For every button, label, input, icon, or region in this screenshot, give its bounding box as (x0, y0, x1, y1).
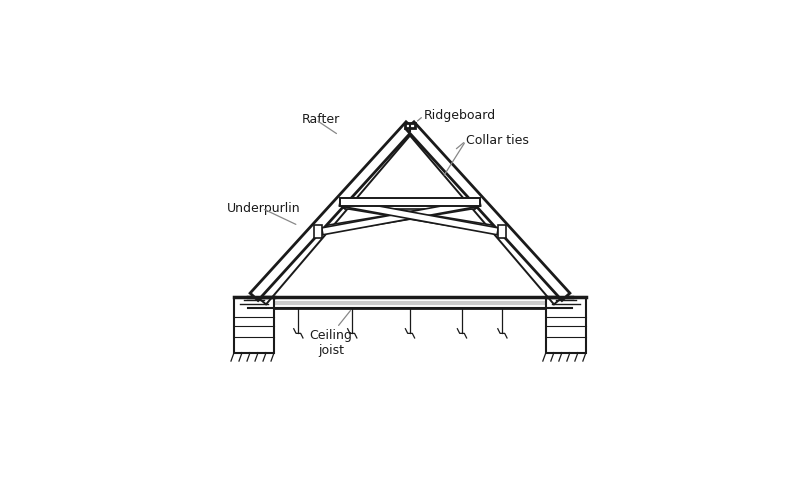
Polygon shape (340, 198, 480, 206)
Polygon shape (314, 225, 322, 238)
Polygon shape (339, 199, 498, 235)
Text: Ceiling
joist: Ceiling joist (310, 329, 353, 357)
Bar (234, 297, 274, 352)
Polygon shape (259, 126, 414, 304)
Polygon shape (313, 200, 478, 235)
Polygon shape (345, 202, 475, 209)
Polygon shape (406, 123, 414, 128)
Bar (546, 297, 586, 352)
Polygon shape (498, 225, 506, 238)
Polygon shape (406, 122, 570, 300)
Polygon shape (322, 199, 481, 235)
Polygon shape (250, 122, 414, 300)
Bar (248, 297, 572, 308)
Text: Ridgeboard: Ridgeboard (423, 110, 496, 122)
Polygon shape (406, 126, 561, 304)
Text: Underpurlin: Underpurlin (227, 202, 301, 214)
Text: Rafter: Rafter (302, 113, 341, 126)
Polygon shape (342, 200, 507, 235)
Text: Collar ties: Collar ties (466, 134, 529, 147)
